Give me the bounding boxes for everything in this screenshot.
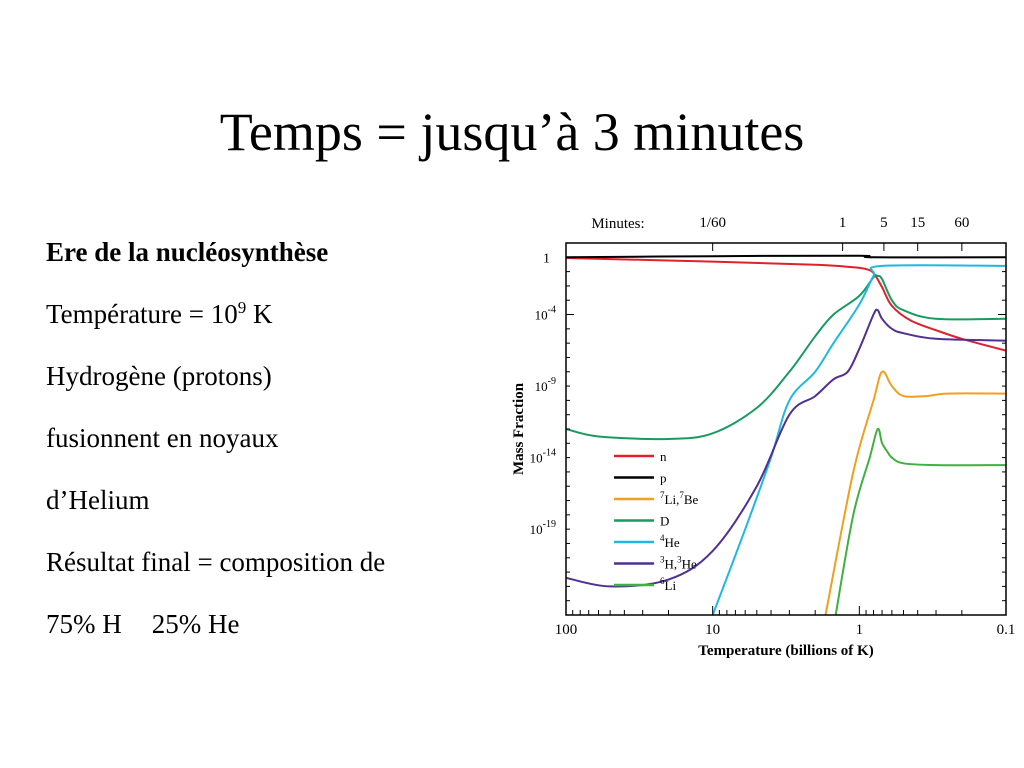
y-axis-label: Mass Fraction <box>511 382 527 475</box>
fusion-line: fusionnent en noyaux <box>46 423 279 453</box>
plot-frame <box>565 242 1007 616</box>
legend-label-0: n <box>660 449 667 464</box>
y-tick-label: 10-19 <box>530 519 556 537</box>
temperature-unit: K <box>246 299 273 329</box>
y-tick-label: 10-4 <box>535 305 556 323</box>
y-tick-label: 1 <box>543 251 550 266</box>
series-line-4 <box>711 264 1006 615</box>
series-line-5 <box>566 308 1006 588</box>
series-line-3 <box>566 274 1006 441</box>
x-tick-label: 10 <box>705 622 720 638</box>
helium-line: d’Helium <box>46 485 150 515</box>
temperature-prefix: Température = 10 <box>46 299 238 329</box>
x-axis-label: Temperature (billions of K) <box>698 643 873 659</box>
top-tick-label: 60 <box>954 215 969 231</box>
mass-fraction-chart: 100 10 1 0.1 1 10-4 10-9 10-14 10-19 Temperature … <box>511 215 1015 659</box>
slide-title: Temps = jusqu’à 3 minutes <box>219 102 805 162</box>
top-tick-label: 1 <box>839 215 847 231</box>
result-he: 25% He <box>151 609 240 639</box>
legend-label-5: 3H,3He <box>660 555 697 572</box>
result-line: Résultat final = composition de <box>46 547 386 577</box>
y-tick-label: 10-14 <box>530 448 556 466</box>
series-line-6 <box>834 427 1006 615</box>
series-line-0 <box>566 257 1006 352</box>
x-tick-label: 0.1 <box>997 622 1016 638</box>
legend-label-3: D <box>660 514 669 529</box>
legend-label-2: 7Li,7Be <box>660 490 698 507</box>
x-tick-label: 1 <box>856 622 864 638</box>
temperature-exponent: 9 <box>237 298 247 317</box>
hydrogen-line: Hydrogène (protons) <box>46 361 272 391</box>
top-tick-label: 15 <box>910 215 925 231</box>
legend-label-4: 4He <box>660 533 680 550</box>
legend-layer: np 7Li,7Be D 4He 3H,3He 6Li <box>614 449 698 593</box>
era-heading: Ere de la nucléosynthèse <box>46 237 329 267</box>
result-h: 75% H <box>46 609 122 639</box>
series-layer <box>566 254 1006 615</box>
top-tick-label: 5 <box>880 215 888 231</box>
legend-label-1: p <box>660 471 667 486</box>
x-tick-label: 100 <box>555 622 578 638</box>
composition-line: 75% H 25% He <box>46 608 239 640</box>
temperature-line: Température = 109 K <box>46 298 273 330</box>
axes-layer: 100 10 1 0.1 1 10-4 10-9 10-14 10-19 Temperature … <box>511 215 1015 659</box>
top-axis-label: Minutes: <box>591 216 644 232</box>
series-line-2 <box>824 370 1006 615</box>
legend-label-6: 6Li <box>660 576 676 593</box>
series-line-1 <box>566 254 1006 259</box>
y-tick-label: 10-9 <box>535 376 556 394</box>
top-tick-label: 1/60 <box>699 215 726 231</box>
